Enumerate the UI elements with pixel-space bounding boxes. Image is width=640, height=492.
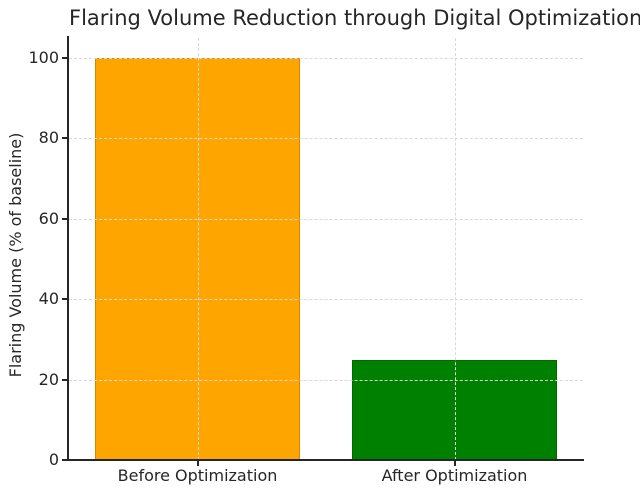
bar-after-optimization [351,359,558,460]
y-tick-mark-100 [62,57,69,60]
y-tick-label-20: 20 [38,369,59,389]
y-tick-label-0: 0 [48,450,59,469]
x-tick-mark-2 [453,461,456,466]
bar-before-optimization [94,58,301,460]
y-tick-mark-80 [62,137,69,140]
y-tick-mark-0 [62,459,69,461]
chart-title: Flaring Volume Reduction through Digital… [69,6,640,30]
x-tick-mark-1 [196,461,199,466]
x-tick-label-1: Before Optimization [117,466,278,485]
h-gridline-80 [69,138,583,140]
x-tick-label-2: After Optimization [381,466,528,485]
h-gridline-60 [69,218,583,220]
h-gridline-100 [69,58,583,60]
y-tick-mark-40 [62,298,69,301]
h-gridline-40 [69,299,583,301]
y-tick-mark-60 [62,217,69,220]
y-axis-label: Flaring Volume (% of baseline) [6,132,25,378]
y-axis-spine [67,36,69,461]
x-axis-spine [68,459,584,461]
y-tick-label-80: 80 [38,128,59,148]
y-tick-label-100: 100 [28,48,59,68]
v-gridline-1 [197,38,199,460]
h-gridline-20 [69,379,583,381]
v-gridline-2 [454,38,456,460]
y-tick-mark-20 [62,378,69,381]
y-tick-label-60: 60 [38,208,59,228]
plot-area [69,38,583,460]
y-tick-label-40: 40 [38,289,59,309]
